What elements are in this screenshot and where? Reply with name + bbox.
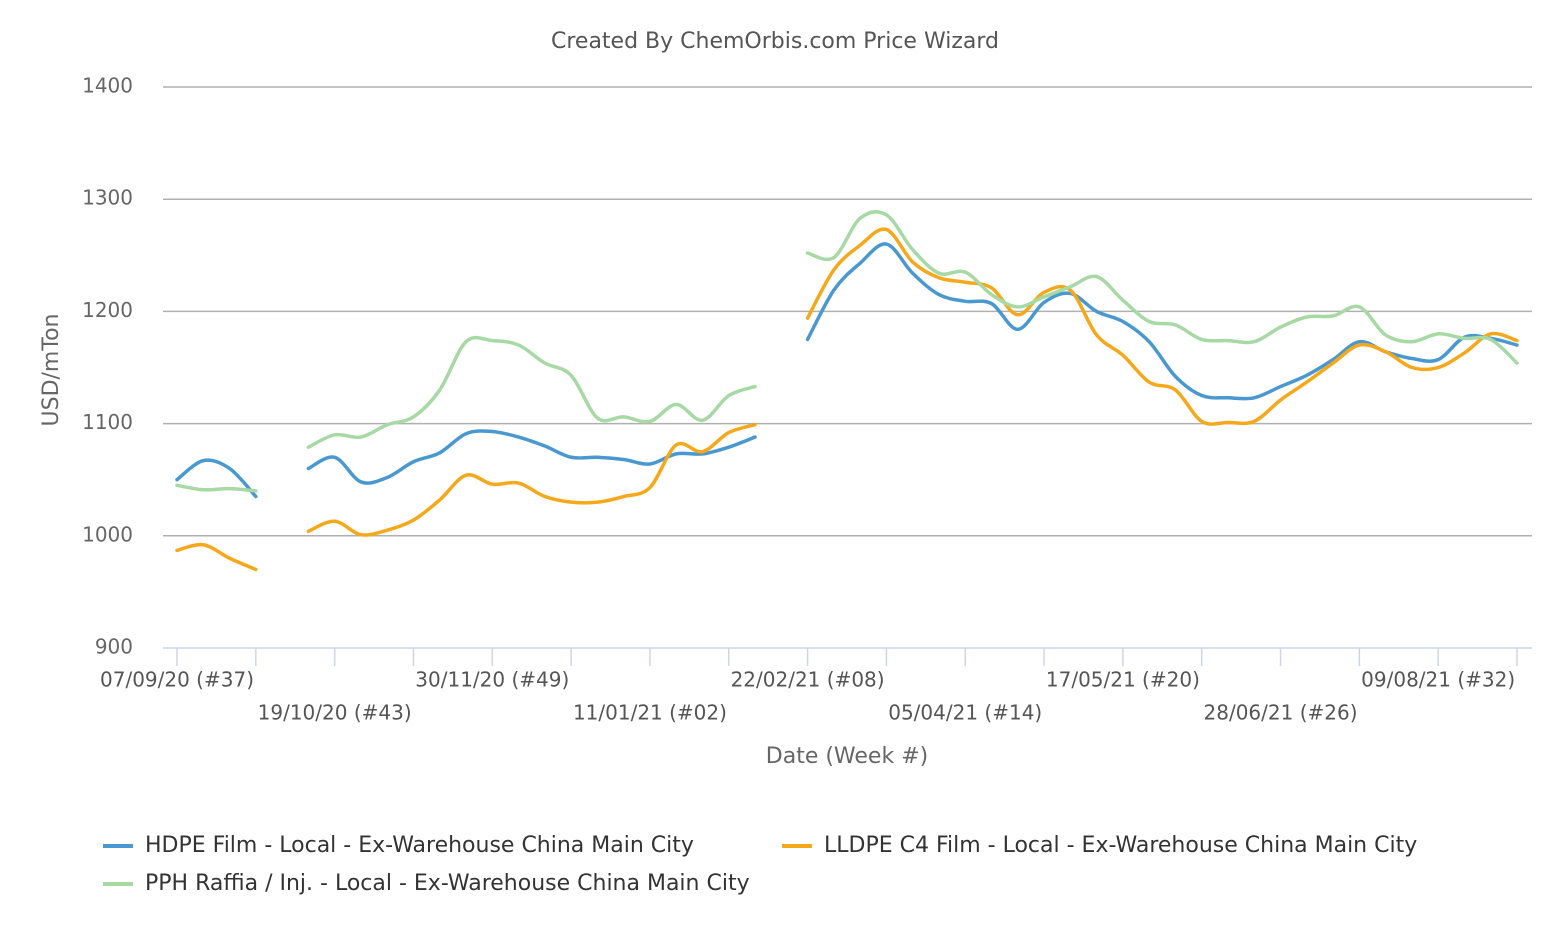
legend-label: HDPE Film - Local - Ex-Warehouse China M…	[145, 833, 694, 858]
y-tick-label: 1300	[82, 186, 133, 210]
x-tick-label: 05/04/21 (#14)	[888, 701, 1042, 725]
y-tick-label: 1400	[82, 74, 133, 98]
x-tick-label: 07/09/20 (#37)	[100, 668, 254, 692]
series-line	[175, 227, 1519, 572]
x-tick-label: 17/05/21 (#20)	[1046, 668, 1200, 692]
legend-label: PPH Raffia / Inj. - Local - Ex-Warehouse…	[145, 871, 750, 896]
y-axis-label: USD/mTon	[39, 314, 64, 427]
x-tick-label: 28/06/21 (#26)	[1204, 701, 1358, 725]
y-tick-label: 1100	[82, 410, 133, 434]
y-tick-label: 900	[95, 635, 133, 659]
x-tick-label: 30/11/20 (#49)	[415, 668, 569, 692]
x-tick-label: 09/08/21 (#32)	[1361, 668, 1515, 692]
x-axis-label: Date (Week #)	[766, 744, 928, 769]
chart-title: Created By ChemOrbis.com Price Wizard	[551, 29, 999, 54]
legend-label: LLDPE C4 Film - Local - Ex-Warehouse Chi…	[824, 833, 1417, 858]
series-line	[175, 210, 1519, 493]
x-tick-label: 11/01/21 (#02)	[573, 701, 727, 725]
y-tick-label: 1000	[82, 522, 133, 546]
y-tick-label: 1200	[82, 298, 133, 322]
x-tick-label: 19/10/20 (#43)	[258, 701, 412, 725]
series-line	[175, 242, 1519, 499]
x-tick-label: 22/02/21 (#08)	[731, 668, 885, 692]
